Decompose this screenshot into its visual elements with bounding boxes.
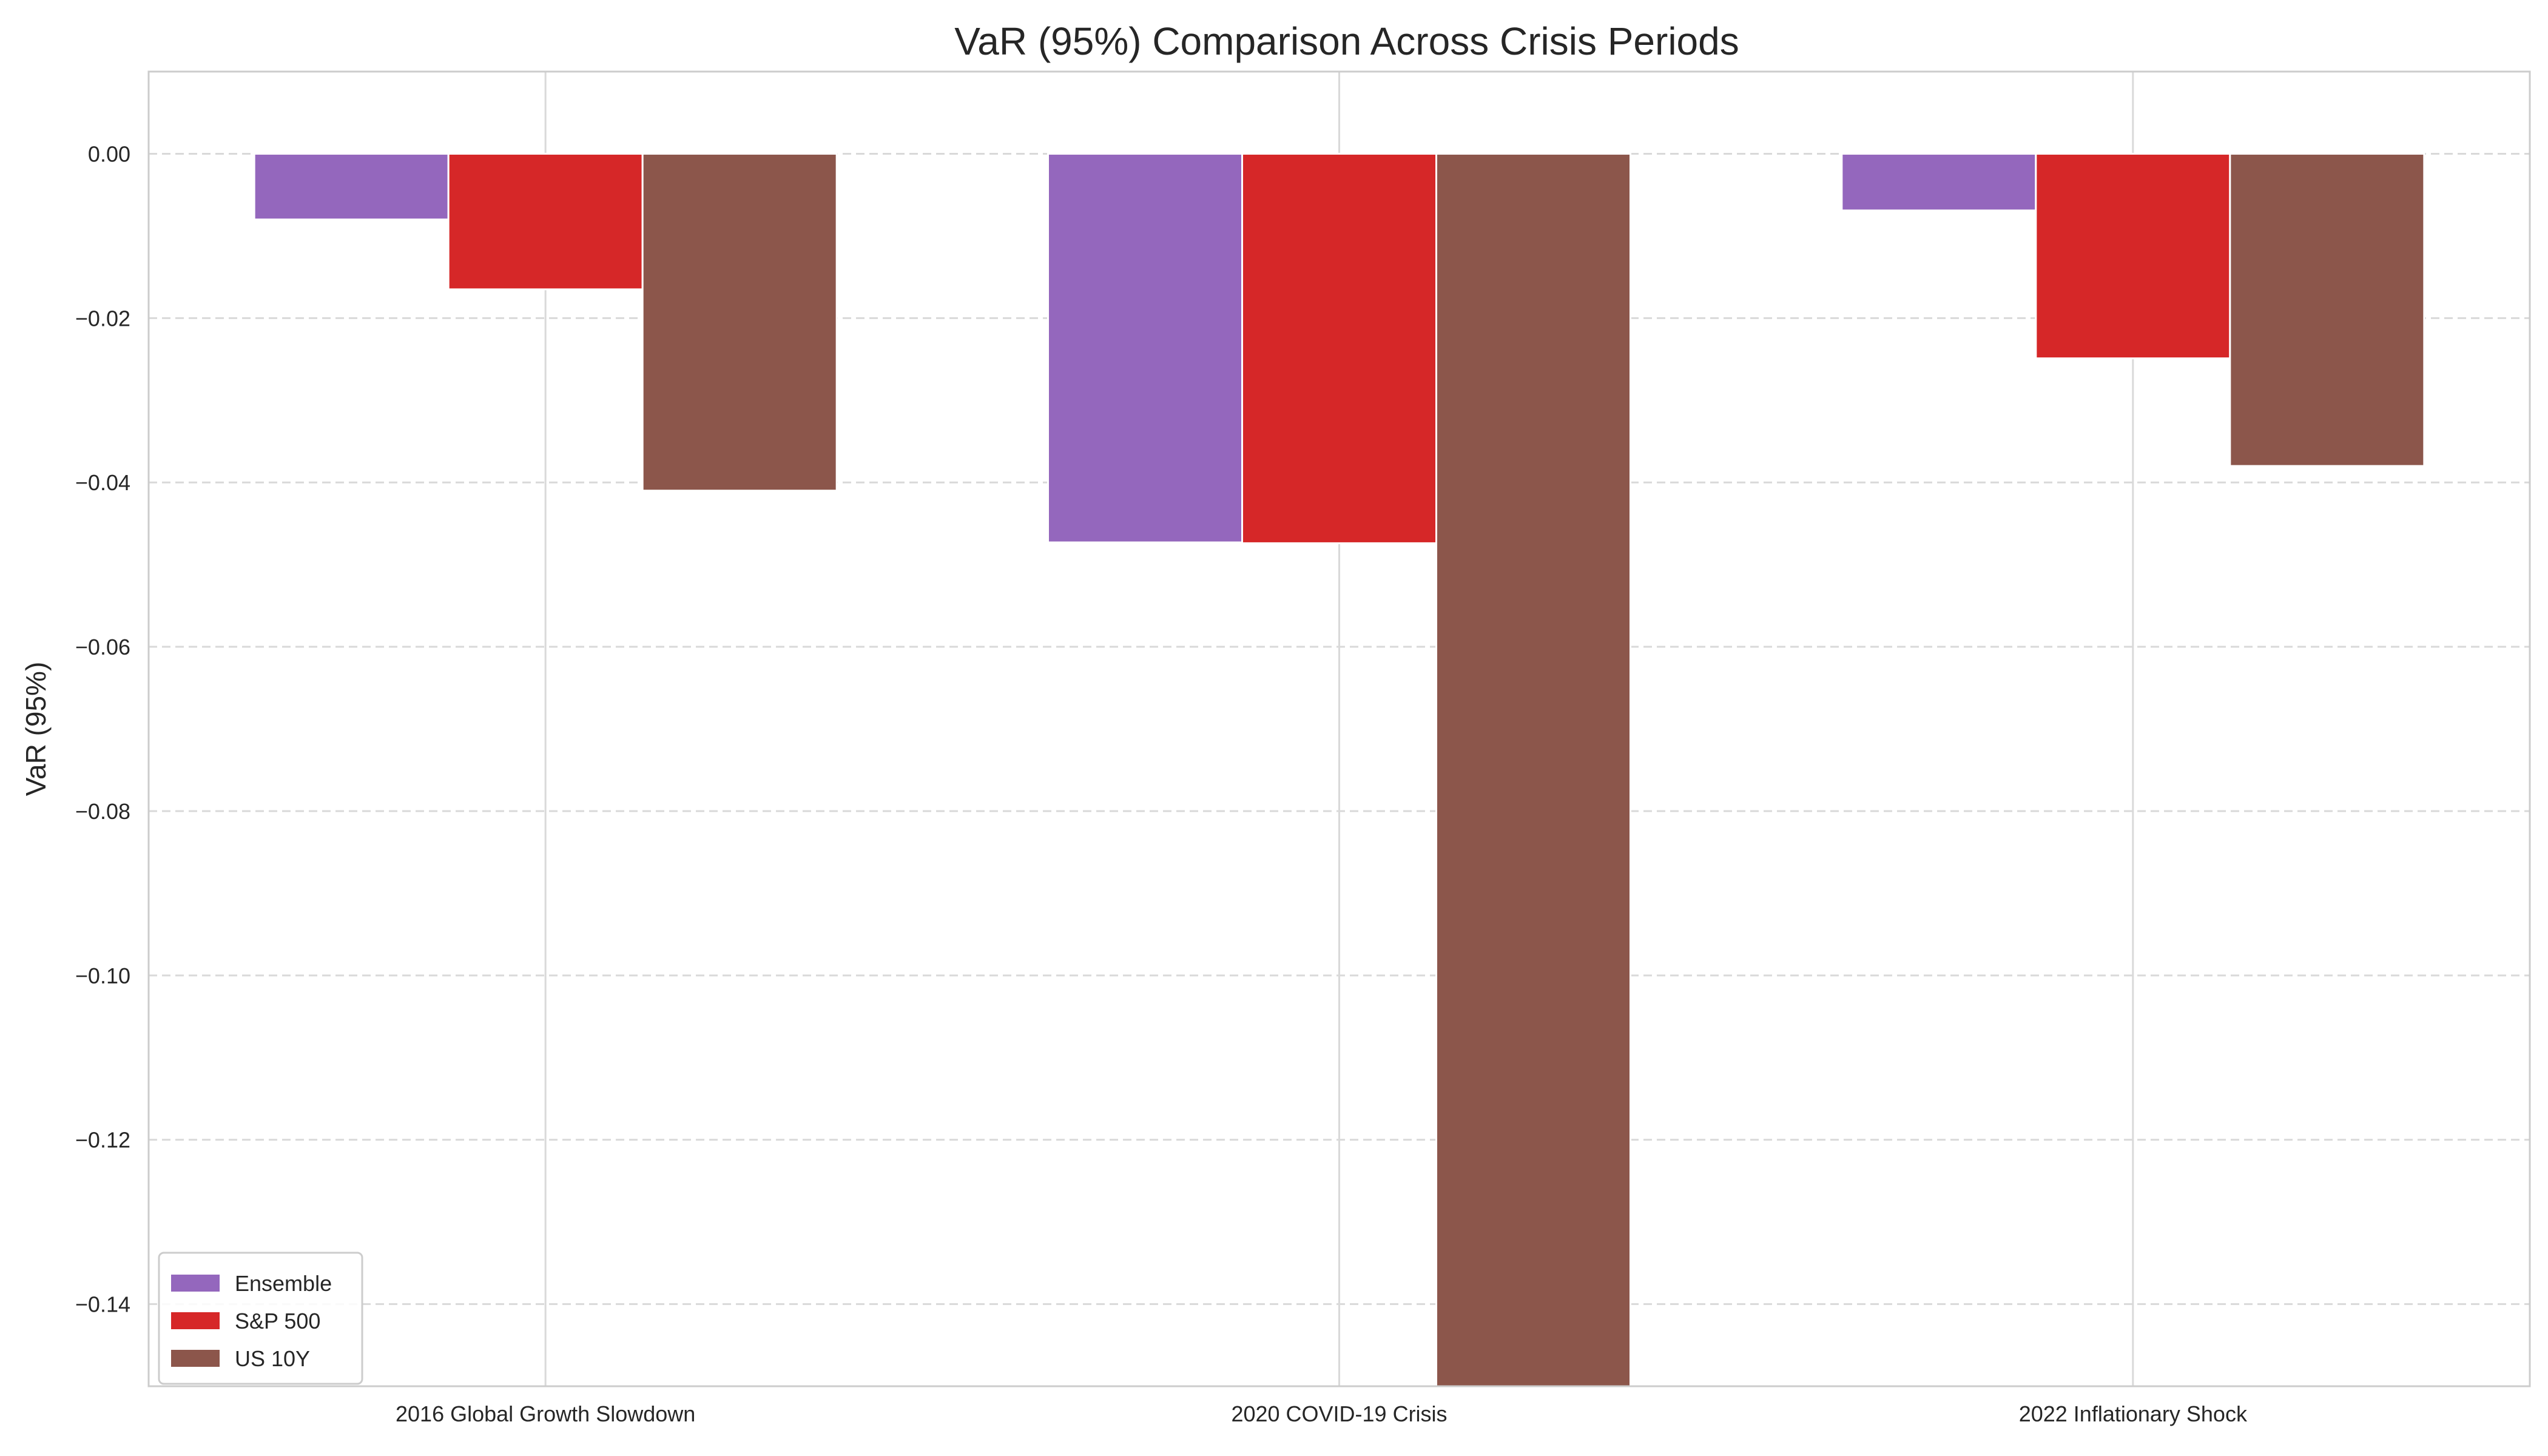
y-tick-label: −0.04 — [75, 470, 130, 495]
y-tick-label: −0.06 — [75, 635, 130, 659]
x-tick-label: 2022 Inflationary Shock — [2019, 1401, 2248, 1426]
legend-label: US 10Y — [235, 1346, 310, 1371]
plot-frame — [147, 70, 2531, 1387]
legend: Ensemble S&P 500 US 10Y — [158, 1252, 363, 1385]
y-tick-label: −0.08 — [75, 799, 130, 824]
y-tick-label: −0.10 — [75, 963, 130, 988]
y-tick-label: −0.12 — [75, 1128, 130, 1153]
bar-ensemble — [253, 152, 450, 221]
chart-title: VaR (95%) Comparison Across Crisis Perio… — [954, 19, 1739, 63]
legend-label: Ensemble — [235, 1271, 332, 1296]
bar-us-10y — [641, 152, 838, 492]
bar-s-p-500 — [2035, 152, 2231, 360]
legend-swatch — [171, 1350, 220, 1367]
bar-ensemble — [1047, 152, 1243, 544]
y-tick-label: 0.00 — [88, 141, 130, 166]
y-tick-label: −0.14 — [75, 1292, 130, 1317]
bar-s-p-500 — [1241, 152, 1437, 544]
y-tick-label: −0.02 — [75, 306, 130, 331]
bar-s-p-500 — [447, 152, 644, 291]
y-ticks: 0.00 −0.02 −0.04 −0.06 −0.08 −0.10 −0.12 −0.14 — [75, 141, 130, 1316]
bar-us-10y — [1435, 152, 1631, 1387]
y-axis-label: VaR (95%) — [20, 662, 52, 797]
x-ticks: 2016 Global Growth Slowdown 2020 COVID-19… — [396, 1401, 2248, 1426]
legend-swatch — [171, 1312, 220, 1329]
bar-ensemble — [1841, 152, 2037, 212]
x-tick-label: 2016 Global Growth Slowdown — [396, 1401, 695, 1426]
bars — [253, 152, 2425, 1387]
bar-us-10y — [2229, 152, 2425, 467]
legend-label: S&P 500 — [235, 1309, 320, 1333]
plot-area — [147, 70, 2531, 1387]
x-tick-label: 2020 COVID-19 Crisis — [1231, 1401, 1447, 1426]
legend-swatch — [171, 1275, 220, 1292]
